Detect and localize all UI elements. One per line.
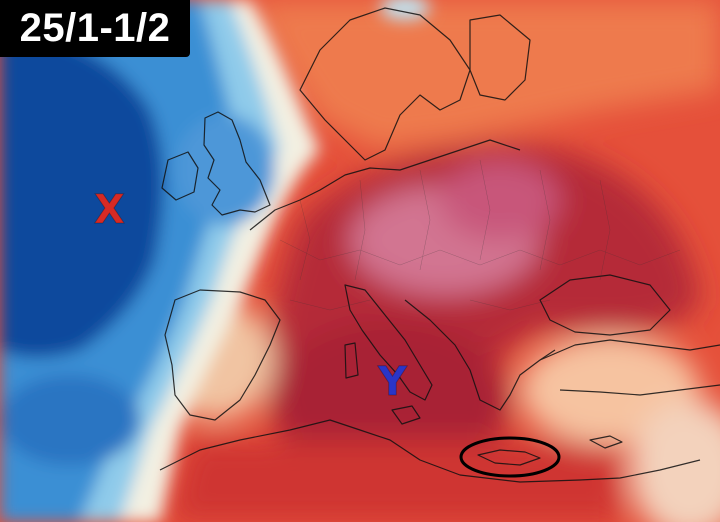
levant-light bbox=[630, 400, 720, 522]
coast-finland bbox=[469, 14, 531, 101]
africa-warm bbox=[170, 440, 620, 522]
coast-balkans bbox=[404, 299, 556, 411]
coast-great-britain bbox=[203, 111, 271, 216]
north-warm-band bbox=[250, 0, 720, 150]
marker-y: Y bbox=[378, 359, 408, 405]
hot-pink-max-2 bbox=[440, 160, 560, 240]
date-range-label: 25/1-1/2 bbox=[0, 0, 190, 57]
coast-europe-north bbox=[249, 139, 521, 231]
coast-sardinia bbox=[344, 342, 359, 379]
coast-cyprus bbox=[589, 435, 623, 449]
cold-fields bbox=[0, 0, 430, 522]
borders bbox=[279, 159, 681, 311]
anomaly-fields bbox=[155, 0, 720, 522]
coast-crete bbox=[477, 449, 541, 466]
crete-highlight-ellipse bbox=[459, 436, 561, 478]
coast-iberia bbox=[164, 289, 281, 421]
cold-pool-south bbox=[0, 375, 140, 465]
marker-x: X bbox=[94, 187, 126, 233]
cold-deep bbox=[0, 30, 164, 358]
british-isles-cold bbox=[175, 115, 275, 225]
coast-scandinavia bbox=[299, 7, 471, 161]
border-lines-2 bbox=[299, 159, 611, 281]
coast-turkey-south bbox=[559, 384, 720, 396]
coast-italy bbox=[344, 284, 433, 401]
border-lines-1 bbox=[279, 239, 681, 266]
border-lines-3 bbox=[289, 299, 551, 311]
coastlines bbox=[159, 7, 720, 483]
coast-sicily bbox=[391, 405, 421, 425]
coast-black-sea bbox=[539, 274, 671, 336]
coast-turkey bbox=[539, 339, 720, 361]
coast-north-africa bbox=[159, 419, 701, 483]
coast-ireland bbox=[161, 151, 199, 201]
